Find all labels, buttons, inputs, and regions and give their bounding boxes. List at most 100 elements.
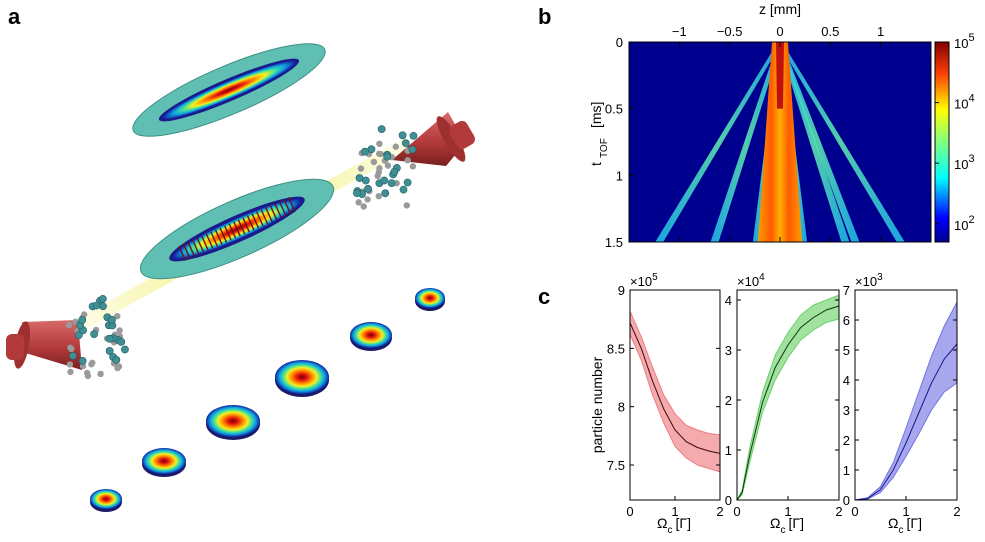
absorption-images [90,288,445,512]
fringe-line [205,233,214,249]
fringe-line [255,211,264,227]
y-tick-label: 3 [843,403,850,418]
colorbar-tick-label: 102 [954,214,975,233]
atom-grey [384,162,392,169]
atom-teal [105,347,114,355]
colorbar-tick-label: 104 [954,93,975,112]
confidence-band [629,310,721,473]
x-axis-label: Ωc [Γ] [888,515,922,536]
atom-teal [409,131,418,140]
heatmap-xlabel: z [mm] [759,1,801,17]
atom-cluster-right [353,125,418,210]
line-plot-3: 0 1 2 3 4 5 6 7 0 1 2 ×103 Ωc [Γ] [843,272,961,536]
image-disc [350,322,392,348]
svg-text:[ms]: [ms] [588,102,604,128]
y-tick-label: 4 [725,293,732,308]
colorbar-ticks: 102 103 104 105 [935,32,975,233]
atom-grey [355,199,362,206]
x-axis-label: Ωc [Γ] [770,515,804,536]
heatmap-ylabel: t TOF [ms] [588,102,610,166]
line-plot-2: 0 1 2 3 4 0 1 2 ×104 Ωc [Γ] [725,272,843,536]
heatmap-y-tick-label: 0.5 [605,102,623,117]
x-axis-label: Ωc [Γ] [657,515,691,536]
y-tick-label: 2 [725,393,732,408]
atom-grey [114,312,121,320]
heatmap-streak [710,42,782,242]
heatmap-streak [655,42,782,242]
y-tick-label: 6 [843,313,850,328]
panel-a-label: a [8,4,21,29]
y-tick-label: 9 [618,283,625,298]
atom-teal [383,152,392,161]
atom-teal [92,301,101,310]
heatmap-streak [778,42,905,242]
y-tick-label: 1 [725,443,732,458]
atom-teal [98,294,107,303]
mean-line [629,322,721,454]
fringe-line [191,239,200,255]
image-disc [142,448,186,474]
image-disc [415,288,445,308]
heatmap-x-tick-label: 0 [776,24,783,39]
confidence-band [736,294,840,501]
atom-teal [121,345,129,354]
heatmap-x-tick-label: −0.5 [717,24,743,39]
atom-teal [390,167,399,176]
atom-grey [65,321,73,329]
heatmap-x-tick-label: 0.5 [821,24,839,39]
axis-multiplier: ×103 [855,272,883,289]
atom-teal [108,315,116,324]
atom-grey [360,203,367,210]
atom-grey [116,327,123,334]
fringe-line [274,203,283,219]
y-tick-label: 7.5 [607,458,625,473]
atom-grey [375,192,382,200]
atom-teal [403,178,412,187]
atom-teal [377,125,386,134]
atom-teal [381,189,390,198]
fringe-line [219,227,228,243]
atom-grey [66,361,74,368]
x-tick-label: 2 [835,504,842,519]
laser-cone-left [6,320,82,370]
atom-grey [404,157,411,164]
top-ellipsoid [132,43,326,137]
fringe-line [260,209,269,225]
heatmap-x-tick-label: −1 [672,24,687,39]
line-plots: 7.5 8 8.5 9 0 1 2 ×105 Ωc [Γ] 0 1 2 3 4 0 1 2 ×104 Ωc [Γ] 0 1 2… [607,272,961,536]
panel-b: b −1 −0.5 0 0.5 1 0 0.5 1 1.5 z [mm] t TOF [ms]… [538,1,975,250]
y-tick-label: 0 [725,493,732,508]
fringe-line [210,231,219,247]
atom-teal [364,184,372,193]
atom-teal [90,330,99,339]
atom-teal [112,356,121,364]
mean-line [854,343,958,501]
heatmap-x-ticks: −1 −0.5 0 0.5 1 [672,24,884,242]
atom-teal [361,176,370,185]
image-disc [90,489,122,509]
y-tick-label: 7 [843,283,850,298]
atom-teal [380,176,389,185]
fringe-line [237,219,246,235]
atom-teal [361,147,369,156]
fringe-line [283,199,292,215]
line-ylabel: particle number [589,356,605,453]
x-tick-label: 0 [626,504,633,519]
svg-text:TOF: TOF [599,138,610,158]
colorbar-tick-label: 103 [954,153,975,172]
atom-grey [83,369,91,377]
atom-teal [399,185,408,194]
colorbar-tick-label: 105 [954,32,975,51]
atom-grey [68,345,75,353]
image-disc [206,405,260,437]
x-tick-label: 1 [671,504,678,519]
atom-teal [69,351,77,360]
atom-teal [401,139,410,148]
atom-teal [387,179,396,187]
fringe-line [233,221,241,237]
panel-a: a [6,4,475,512]
y-tick-label: 8.5 [607,341,625,356]
y-tick-label: 1 [843,463,850,478]
heatmap-x-tick-label: 1 [877,24,884,39]
